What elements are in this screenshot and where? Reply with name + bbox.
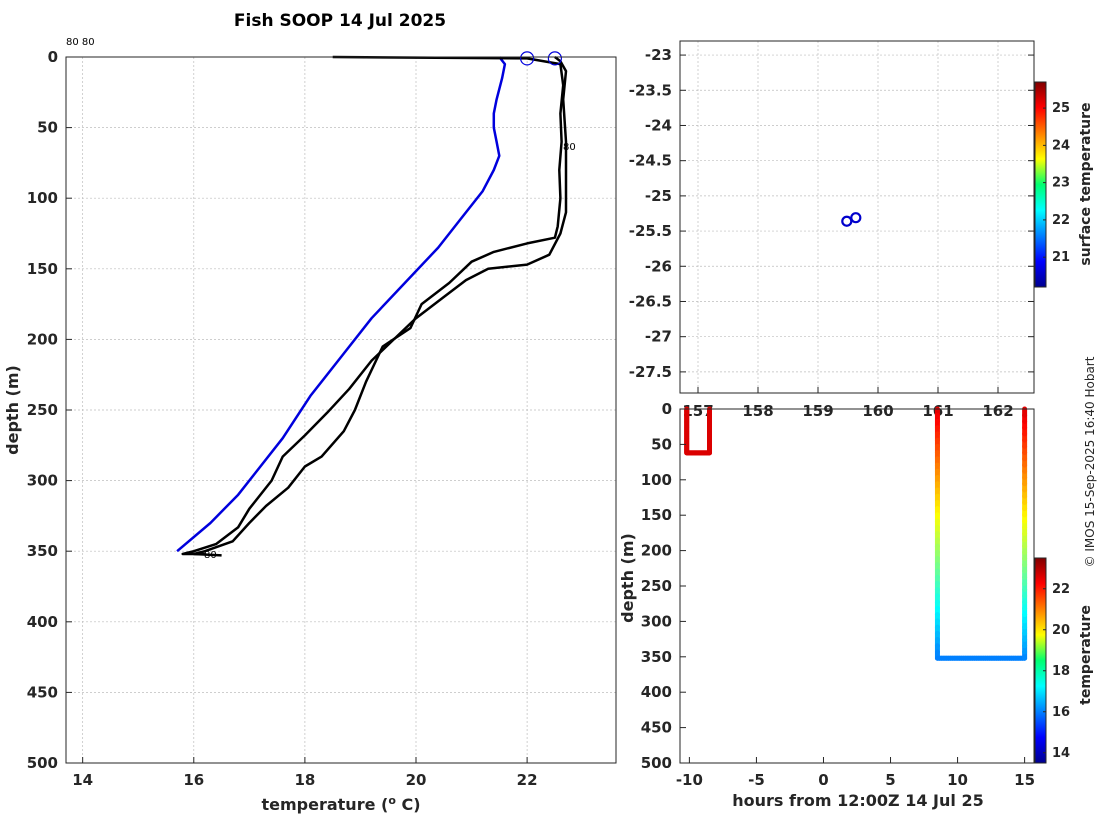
time-axes-box bbox=[679, 408, 1035, 764]
time-x-tick-label: 5 bbox=[885, 771, 895, 789]
profile-x-tick-label: 14 bbox=[72, 771, 93, 789]
temperature-colorbar-tick-label: 20 bbox=[1052, 623, 1070, 638]
ship-position-point bbox=[850, 212, 862, 224]
map-x-tick-label: 158 bbox=[742, 402, 773, 420]
map-x-tick-label: 162 bbox=[982, 402, 1013, 420]
time-y-tick-label: 100 bbox=[641, 471, 672, 489]
profile-x-axis-label-main: temperature ( bbox=[261, 795, 388, 814]
temperature-colorbar-tick-label: 16 bbox=[1052, 705, 1070, 720]
surface-colorbar-tick-label: 24 bbox=[1052, 138, 1070, 153]
map-panel: 157158159160161162 -23-23.5-24-24.5-25-2… bbox=[629, 40, 1094, 420]
surface-marker bbox=[520, 51, 535, 66]
profile-y-tick-label: 100 bbox=[27, 189, 58, 207]
temperature-colorbar-tick-label: 22 bbox=[1052, 582, 1070, 597]
time-y-tick-label: 500 bbox=[641, 754, 672, 772]
time-x-tick-label: -10 bbox=[676, 771, 703, 789]
profile-y-tick-label: 400 bbox=[27, 613, 58, 631]
climatology-profile-line bbox=[176, 56, 507, 553]
time-x-tick-label: 15 bbox=[1014, 771, 1035, 789]
profile-y-axis-label: depth (m) bbox=[3, 365, 22, 455]
surface-marker bbox=[547, 51, 562, 66]
surface-colorbar-tick-label: 22 bbox=[1052, 213, 1070, 228]
profile-panel: 14 16 18 20 22 0 50 100 150 200 250 300 350 400 450 50… bbox=[3, 37, 617, 814]
profile-y-tick-label: 50 bbox=[37, 119, 58, 137]
profile-y-tick-label: 300 bbox=[27, 472, 58, 490]
map-y-tick-label: -25.5 bbox=[629, 222, 672, 240]
surface-colorbar-tick-label: 23 bbox=[1052, 176, 1070, 191]
map-axes-box bbox=[679, 40, 1035, 394]
map-y-tick-label: -23 bbox=[645, 46, 672, 64]
profile-annotation-bottom: 80 bbox=[204, 550, 217, 561]
map-x-tick-label: 157 bbox=[682, 402, 713, 420]
surface-colorbar-tick-label: 25 bbox=[1052, 101, 1070, 116]
time-y-tick-label: 50 bbox=[651, 435, 672, 453]
map-y-tick-label: -25 bbox=[645, 187, 672, 205]
time-x-tick-label: 10 bbox=[947, 771, 968, 789]
profile-y-tick-label: 150 bbox=[27, 260, 58, 278]
map-y-tick-label: -27 bbox=[645, 328, 672, 346]
map-x-tick-label: 159 bbox=[802, 402, 833, 420]
time-y-tick-label: 200 bbox=[641, 542, 672, 560]
surface-colorbar-tick-label: 21 bbox=[1052, 250, 1070, 265]
profile-y-tick-label: 200 bbox=[27, 330, 58, 348]
profile-y-tick-label: 0 bbox=[48, 48, 58, 66]
temperature-colorbar-frame bbox=[1034, 557, 1047, 764]
profile-y-tick-label: 450 bbox=[27, 683, 58, 701]
time-y-tick-label: 400 bbox=[641, 683, 672, 701]
profile-x-tick-label: 16 bbox=[183, 771, 204, 789]
chart-title: Fish SOOP 14 Jul 2025 bbox=[234, 11, 446, 31]
surface-colorbar-frame bbox=[1034, 81, 1047, 288]
surface-temperature-colorbar bbox=[1035, 82, 1046, 287]
profile-x-tick-label: 22 bbox=[517, 771, 538, 789]
temperature-profile-line-1 bbox=[192, 55, 565, 557]
profile-y-tick-label: 500 bbox=[27, 754, 58, 772]
imos-credit: © IMOS 15-Sep-2025 16:40 Hobart bbox=[1083, 356, 1097, 567]
profile-annotation-top: 80 80 bbox=[66, 37, 95, 48]
temperature-colorbar-tick-label: 18 bbox=[1052, 664, 1070, 679]
profile-y-tick-label: 250 bbox=[27, 401, 58, 419]
profile-y-tick-label: 350 bbox=[27, 542, 58, 560]
time-y-axis-label: depth (m) bbox=[618, 533, 637, 623]
profile-x-axis-label-sup: o bbox=[388, 794, 396, 807]
time-y-tick-label: 350 bbox=[641, 648, 672, 666]
map-y-tick-label: -27.5 bbox=[629, 363, 672, 381]
time-y-tick-label: 0 bbox=[662, 400, 672, 418]
profile-axes-box bbox=[65, 56, 617, 764]
time-depth-panel: -10 -5 0 5 10 15 0 50 100 150 200 250 300 350 400 450 5… bbox=[618, 400, 1094, 810]
map-y-tick-label: -23.5 bbox=[629, 81, 672, 99]
temperature-colorbar bbox=[1035, 558, 1046, 763]
temperature-profile-line-2 bbox=[181, 56, 568, 556]
time-y-tick-label: 300 bbox=[641, 612, 672, 630]
time-y-tick-label: 150 bbox=[641, 506, 672, 524]
time-y-tick-label: 450 bbox=[641, 719, 672, 737]
time-x-tick-label: -5 bbox=[748, 771, 765, 789]
profile-x-axis-label: temperature (o C) bbox=[261, 794, 420, 814]
map-x-tick-label: 160 bbox=[862, 402, 893, 420]
profile-x-axis-label-end: C) bbox=[396, 795, 421, 814]
temperature-colorbar-tick-label: 14 bbox=[1052, 746, 1070, 761]
profile-annotation-right: 80 bbox=[563, 142, 576, 153]
surface-colorbar-label: surface temperature bbox=[1078, 102, 1094, 265]
map-y-tick-label: -26.5 bbox=[629, 292, 672, 310]
map-y-tick-label: -24 bbox=[645, 116, 672, 134]
map-y-tick-label: -24.5 bbox=[629, 152, 672, 170]
temperature-colorbar-label: temperature bbox=[1078, 605, 1094, 705]
profile-x-tick-label: 18 bbox=[294, 771, 315, 789]
profile-x-tick-label: 20 bbox=[406, 771, 427, 789]
map-y-tick-label: -26 bbox=[645, 257, 672, 275]
time-x-tick-label: 0 bbox=[818, 771, 828, 789]
time-y-tick-label: 250 bbox=[641, 577, 672, 595]
time-x-axis-label: hours from 12:00Z 14 Jul 25 bbox=[732, 791, 983, 810]
ship-position-point bbox=[841, 215, 853, 227]
